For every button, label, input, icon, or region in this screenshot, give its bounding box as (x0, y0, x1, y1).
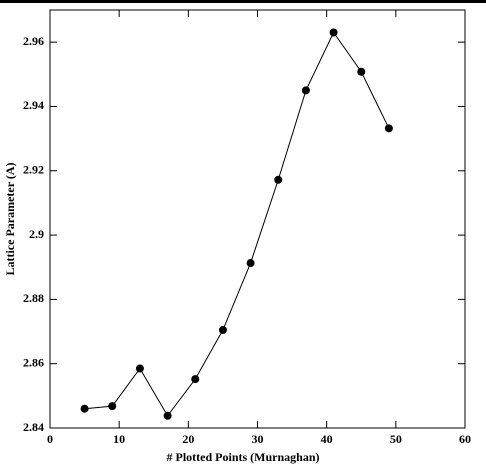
y-tick-label: 2.84 (23, 420, 44, 434)
y-tick-label: 2.92 (23, 163, 44, 177)
y-tick-label: 2.94 (23, 98, 44, 112)
point (191, 375, 200, 384)
point (108, 402, 117, 411)
x-tick-label: 30 (252, 432, 264, 446)
y-tick-label: 2.86 (23, 355, 44, 369)
x-tick-label: 20 (182, 432, 194, 446)
point (274, 175, 283, 184)
top-bar (0, 0, 486, 3)
y-tick-label: 2.88 (23, 291, 44, 305)
point (135, 364, 144, 373)
point (246, 259, 255, 268)
x-tick-label: 60 (459, 432, 471, 446)
point (301, 86, 310, 95)
x-tick-label: 50 (390, 432, 402, 446)
point (80, 404, 89, 413)
plot-frame (49, 9, 466, 429)
point (384, 124, 393, 133)
x-tick-label: 10 (113, 432, 125, 446)
y-tick-label: 2.96 (23, 34, 44, 48)
x-axis-label: # Plotted Points (Murnaghan) (167, 450, 320, 464)
point (329, 28, 338, 37)
point (163, 411, 172, 420)
y-tick-label: 2.9 (29, 227, 44, 241)
y-axis-label: Lattice Parameter (A) (3, 162, 17, 275)
point (218, 325, 227, 334)
x-tick-label: 40 (321, 432, 333, 446)
line (84, 31, 390, 417)
x-tick-label: 0 (47, 432, 53, 446)
point (357, 67, 366, 76)
